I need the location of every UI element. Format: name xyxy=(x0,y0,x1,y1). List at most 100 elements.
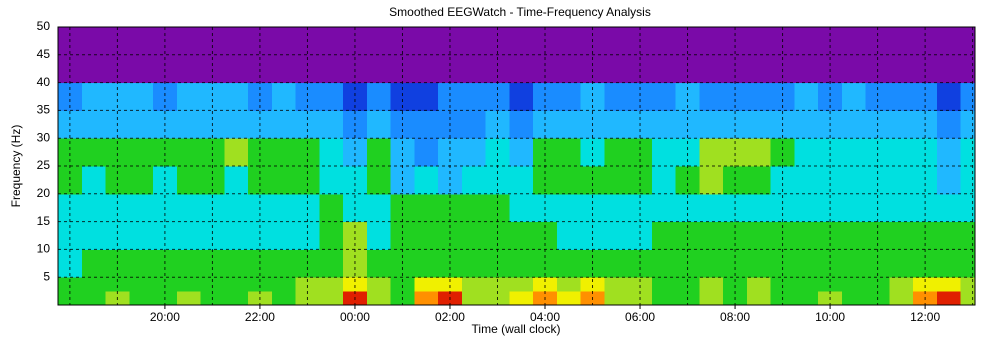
heat-cell xyxy=(414,166,439,195)
heat-cell xyxy=(414,110,439,139)
heat-cell xyxy=(746,166,772,195)
heat-cell xyxy=(604,110,629,139)
heat-cell xyxy=(628,277,653,292)
heat-cell xyxy=(794,249,819,278)
heat-cell xyxy=(295,277,320,292)
heat-cell xyxy=(461,110,487,139)
heat-cell xyxy=(936,193,962,223)
heat-cell xyxy=(414,291,439,305)
heat-cell xyxy=(794,277,819,292)
heat-cell xyxy=(841,291,867,305)
y-tick-label: 35 xyxy=(37,103,51,117)
heat-cell xyxy=(889,291,914,305)
heat-cell xyxy=(556,166,582,195)
heat-cell xyxy=(81,291,107,305)
heat-cell xyxy=(841,249,867,278)
heat-cell xyxy=(960,193,975,223)
heat-cell xyxy=(129,221,154,250)
x-tick-label: 08:00 xyxy=(720,310,750,324)
heat-cell xyxy=(343,277,368,292)
heat-cell xyxy=(366,249,392,278)
heat-cell xyxy=(651,82,677,111)
heat-cell xyxy=(794,110,819,139)
heat-cell xyxy=(319,166,344,195)
heat-cell xyxy=(699,193,724,223)
heat-cell xyxy=(841,193,867,223)
heat-cell xyxy=(438,277,463,292)
heat-cell xyxy=(604,138,629,167)
heat-cell xyxy=(960,249,975,278)
heat-cell xyxy=(794,82,819,111)
heat-cell xyxy=(319,193,344,223)
heat-cell xyxy=(319,277,344,292)
heat-cell xyxy=(224,82,249,111)
y-tick-label: 5 xyxy=(43,269,50,283)
heat-cell xyxy=(746,110,772,139)
heat-cell xyxy=(651,221,677,250)
heat-cell xyxy=(841,221,867,250)
heat-cell xyxy=(271,291,297,305)
heat-cell xyxy=(366,82,392,111)
heat-cell xyxy=(841,82,867,111)
heat-cell xyxy=(509,193,534,223)
heat-cell xyxy=(319,138,344,167)
heat-cell xyxy=(176,291,202,305)
heat-cell xyxy=(58,277,83,292)
heat-cell xyxy=(224,277,249,292)
heat-cell xyxy=(224,110,249,139)
heat-cell xyxy=(81,193,107,223)
heat-cell xyxy=(509,82,534,111)
heat-cell xyxy=(509,221,534,250)
heat-cell xyxy=(271,110,297,139)
heat-cell xyxy=(129,138,154,167)
heat-cell xyxy=(461,249,487,278)
heat-cell xyxy=(461,277,487,292)
heat-cell xyxy=(81,277,107,292)
x-tick-label: 02:00 xyxy=(435,310,465,324)
heat-cell xyxy=(794,138,819,167)
x-tick-label: 10:00 xyxy=(815,310,845,324)
y-tick-label: 50 xyxy=(37,19,51,33)
heat-cell xyxy=(960,166,975,195)
heat-cell xyxy=(509,249,534,278)
heat-cell xyxy=(889,193,914,223)
heat-cell xyxy=(271,221,297,250)
heat-cell xyxy=(604,277,629,292)
heat-cell xyxy=(461,82,487,111)
heat-cell xyxy=(200,277,225,292)
heat-cell xyxy=(604,166,629,195)
y-tick-label: 45 xyxy=(37,47,51,61)
heat-cell xyxy=(936,82,962,111)
heat-cell xyxy=(723,277,748,292)
heat-cell xyxy=(651,110,677,139)
heat-cell xyxy=(556,138,582,167)
heat-cell xyxy=(390,277,415,292)
heat-cell xyxy=(81,249,107,278)
heat-cell xyxy=(699,249,724,278)
heat-cell xyxy=(129,291,154,305)
heat-cell xyxy=(176,249,202,278)
heat-cell xyxy=(746,277,772,292)
heat-cell xyxy=(81,221,107,250)
heat-cell xyxy=(794,221,819,250)
heat-cell xyxy=(580,277,605,292)
heat-cell xyxy=(604,291,629,305)
heat-cell xyxy=(319,221,344,250)
heat-cell xyxy=(129,110,154,139)
heat-cell xyxy=(699,221,724,250)
x-tick-label: 20:00 xyxy=(150,310,180,324)
heat-cell xyxy=(414,249,439,278)
heat-cell xyxy=(319,291,344,305)
heat-cell xyxy=(176,166,202,195)
heat-cell xyxy=(818,277,843,292)
heat-cell xyxy=(224,138,249,167)
heat-cell xyxy=(366,277,392,292)
heat-cell xyxy=(960,291,975,305)
heat-cell xyxy=(770,277,795,292)
heat-cell xyxy=(509,277,534,292)
heat-cell xyxy=(889,166,914,195)
heat-cell xyxy=(271,166,297,195)
heat-cell xyxy=(461,193,487,223)
heat-cell xyxy=(129,166,154,195)
